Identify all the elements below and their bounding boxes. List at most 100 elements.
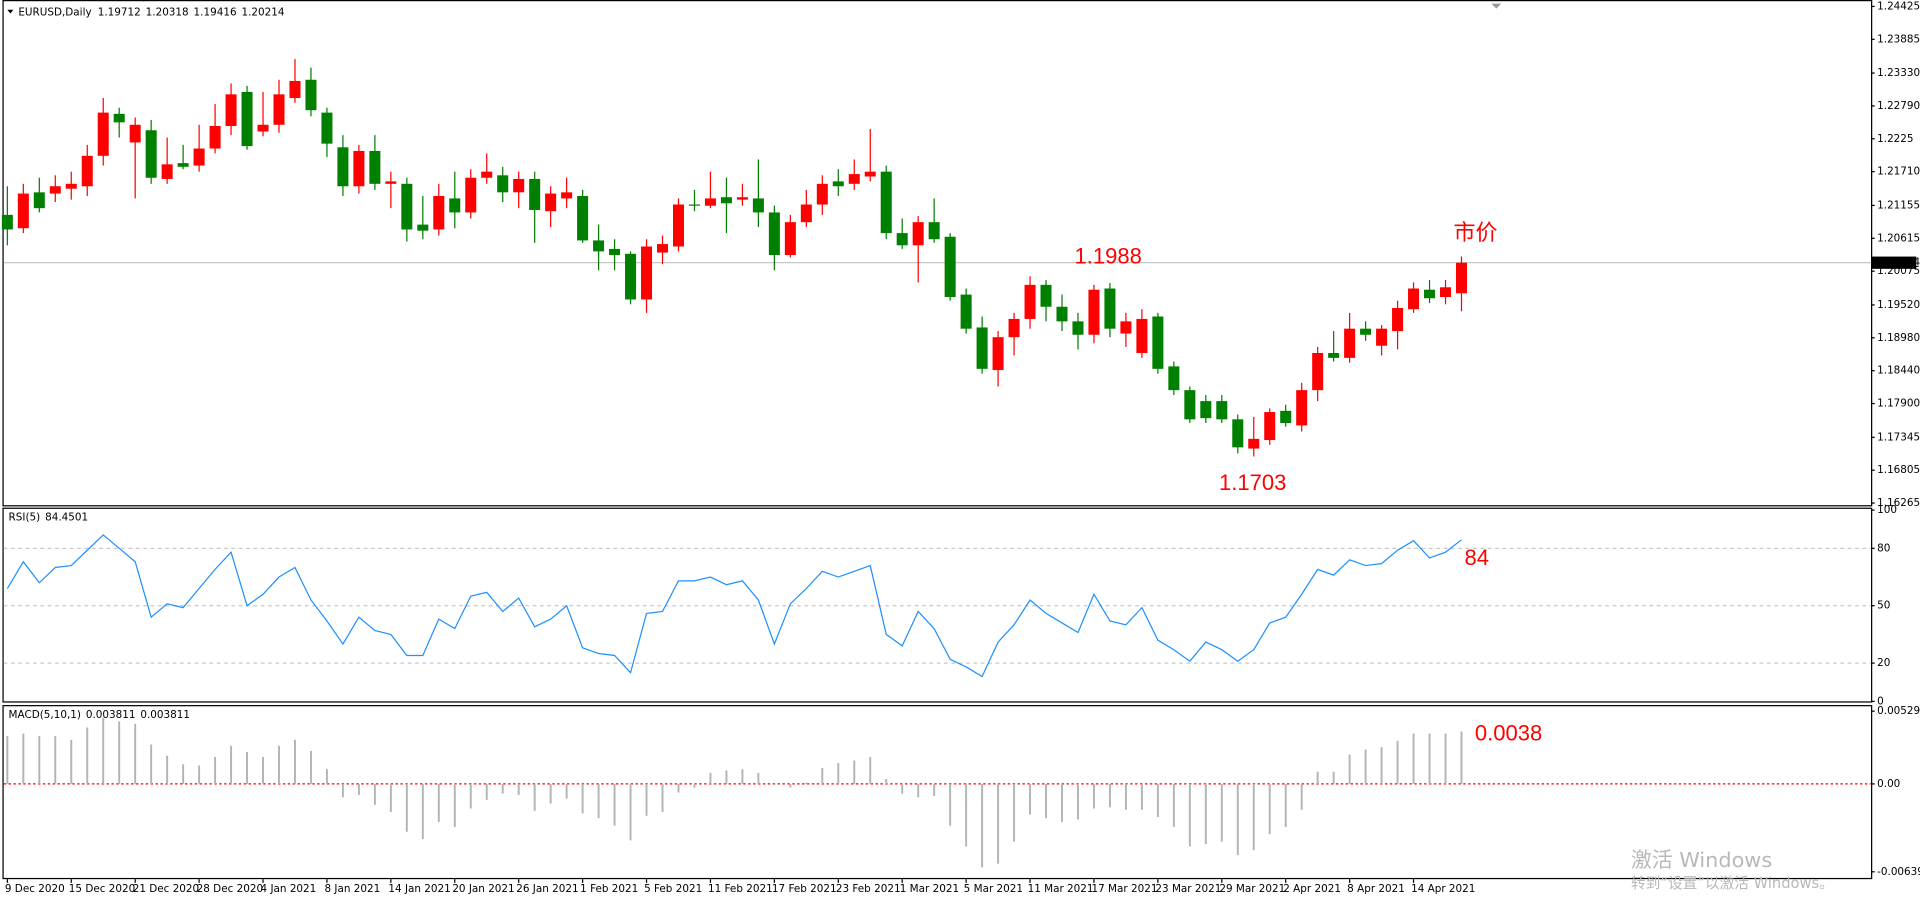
candle-body [481,171,493,178]
candle-body [1088,289,1100,335]
candle-body [672,204,684,247]
candle-body [896,233,908,246]
x-tick-label: 5 Mar 2021 [964,883,1023,895]
x-tick-label: 21 Dec 2020 [133,883,199,895]
candle-body [1,214,13,230]
x-tick-label: 23 Feb 2021 [836,883,901,895]
x-tick-label: 8 Apr 2021 [1347,883,1405,895]
candle-body [81,155,93,187]
y-tick-label: 0.00 [1877,778,1900,790]
x-tick-label: 11 Mar 2021 [1028,883,1094,895]
candle-body [944,236,956,298]
rsi-name: RSI(5) [9,511,41,523]
candle-body [193,148,205,166]
candle-body [1056,306,1068,322]
y-tick-label: 1.17345 [1877,431,1920,443]
menu-arrow[interactable] [7,9,14,14]
x-tick-label: 26 Jan 2021 [516,883,578,895]
candle-body [864,171,876,177]
candle-body [225,94,237,127]
candle-body [241,91,253,147]
annotation: 1.1988 [1074,243,1141,268]
y-tick-label: 1.20615 [1877,232,1920,244]
candle-body [593,240,605,252]
y-tick-label: 1.23885 [1877,33,1920,45]
candle-body [177,163,189,167]
candle-body [385,181,397,184]
candle-body [1216,401,1228,420]
watermark-title: 激活 Windows [1631,848,1772,872]
candle-body [880,171,892,234]
candle-body [1200,401,1212,419]
current-price-box [1871,256,1917,269]
y-tick-label: 80 [1877,542,1890,554]
annotation: 市价 [1453,220,1497,245]
x-tick-label: 2 Apr 2021 [1283,883,1341,895]
candle-body [65,183,77,189]
macd-signal: 0.003811 [140,709,190,721]
candle-body [401,183,413,230]
candle-body [609,248,621,256]
candle-body [768,212,780,256]
candle-body [369,150,381,184]
candle-body [928,222,940,240]
candle-body [545,193,557,212]
candle-body [784,222,796,256]
macd-header: MACD(5,10,1) 0.003811 0.003811 [9,709,190,721]
candle-body [1232,419,1244,448]
candle-body [1280,410,1292,424]
candle-body [992,337,1004,371]
candle-body [704,198,716,206]
y-tick-label: 1.18980 [1877,332,1920,344]
annotation: 0.0038 [1475,720,1542,745]
header-open: 1.19712 [98,6,141,18]
candle-body [129,124,141,143]
candle-body [1040,284,1052,307]
candle-body [960,294,972,329]
candle-body [1152,316,1164,369]
rsi-header: RSI(5) 84.4501 [9,511,89,523]
y-tick-label: 1.19520 [1877,299,1920,311]
price-panel-frame [2,0,1873,507]
candle-body [657,244,669,253]
candle-body [1408,288,1420,310]
candle-body [832,181,844,187]
y-tick-label: 1.17900 [1877,398,1920,410]
x-tick-label: 11 Feb 2021 [708,883,773,895]
candle-body [273,94,285,125]
candle-body [1104,288,1116,329]
y-tick-label: 50 [1877,600,1890,612]
y-tick-label: 1.24425 [1877,0,1920,12]
x-tick-label: 17 Mar 2021 [1092,883,1158,895]
candle-body [736,197,748,200]
candle-body [113,113,125,123]
header-low: 1.19416 [194,6,237,18]
candle-body [1184,390,1196,420]
candle-body [529,178,541,210]
macd-panel-frame [2,705,1873,880]
macd-name: MACD(5,10,1) [9,709,81,721]
watermark-hint: 转到“设置”以激活 Windows。 [1631,875,1834,892]
x-tick-label: 8 Jan 2021 [324,883,380,895]
candle-body [257,124,269,132]
macd-value: 0.003811 [86,709,136,721]
candle-body [1376,328,1388,346]
symbol: EURUSD,Daily [18,6,91,18]
annotation: 1.1703 [1219,470,1286,495]
candle-body [1168,366,1180,391]
candle-body [321,112,333,144]
candle-body [1008,318,1020,338]
x-tick-label: 9 Dec 2020 [5,883,65,895]
candle-body [17,193,29,229]
candle-body [161,164,173,179]
header-high: 1.20318 [146,6,189,18]
x-tick-label: 15 Dec 2020 [69,883,135,895]
candle-body [816,183,828,205]
candle-body [800,204,812,223]
rsi-line [6,534,1462,678]
candle-body [305,79,317,111]
header-close: 1.20214 [241,6,284,18]
candle-body [848,174,860,184]
shift-marker [1491,3,1502,9]
candle-body [1360,328,1372,335]
